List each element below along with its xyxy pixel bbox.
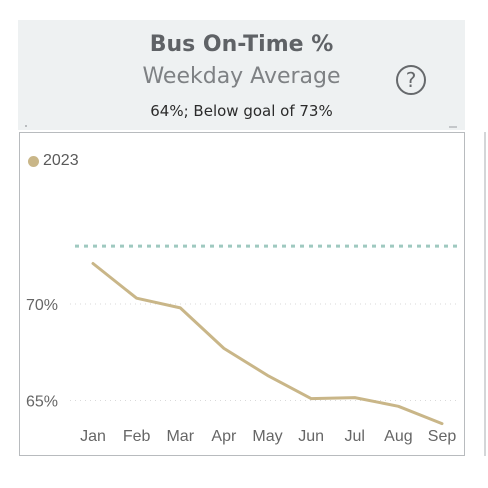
goal-status-text: 64%; Below goal of 73% — [150, 102, 333, 120]
x-tick-label-mar: Mar — [166, 428, 194, 445]
visual-title: Bus On-Time % — [149, 32, 334, 57]
y-tick-label-0: 70% — [26, 297, 58, 314]
x-tick-label-apr: Apr — [211, 428, 237, 445]
header-corner-marker — [25, 125, 27, 127]
x-tick-label-aug: Aug — [384, 428, 412, 445]
legend-label-2023: 2023 — [43, 152, 79, 169]
header-panel — [18, 20, 465, 130]
question-circle-icon[interactable]: ? — [396, 65, 426, 95]
series-line-2023 — [91, 262, 444, 426]
chart-card — [19, 132, 465, 456]
header-resize-handle[interactable] — [449, 126, 457, 128]
x-tick-label-may: May — [252, 428, 282, 445]
adjacent-visual-edge — [484, 132, 486, 456]
y-tick-label-1: 65% — [26, 393, 58, 410]
x-tick-label-jul: Jul — [345, 428, 365, 445]
visual-subtitle: Weekday Average — [142, 64, 341, 89]
x-tick-label-jun: Jun — [298, 428, 324, 445]
x-tick-label-sep: Sep — [428, 428, 457, 445]
x-tick-label-jan: Jan — [80, 428, 106, 445]
x-tick-label-feb: Feb — [123, 428, 151, 445]
legend-swatch-2023 — [28, 155, 39, 167]
chart-legend[interactable]: 2023 — [28, 150, 79, 172]
